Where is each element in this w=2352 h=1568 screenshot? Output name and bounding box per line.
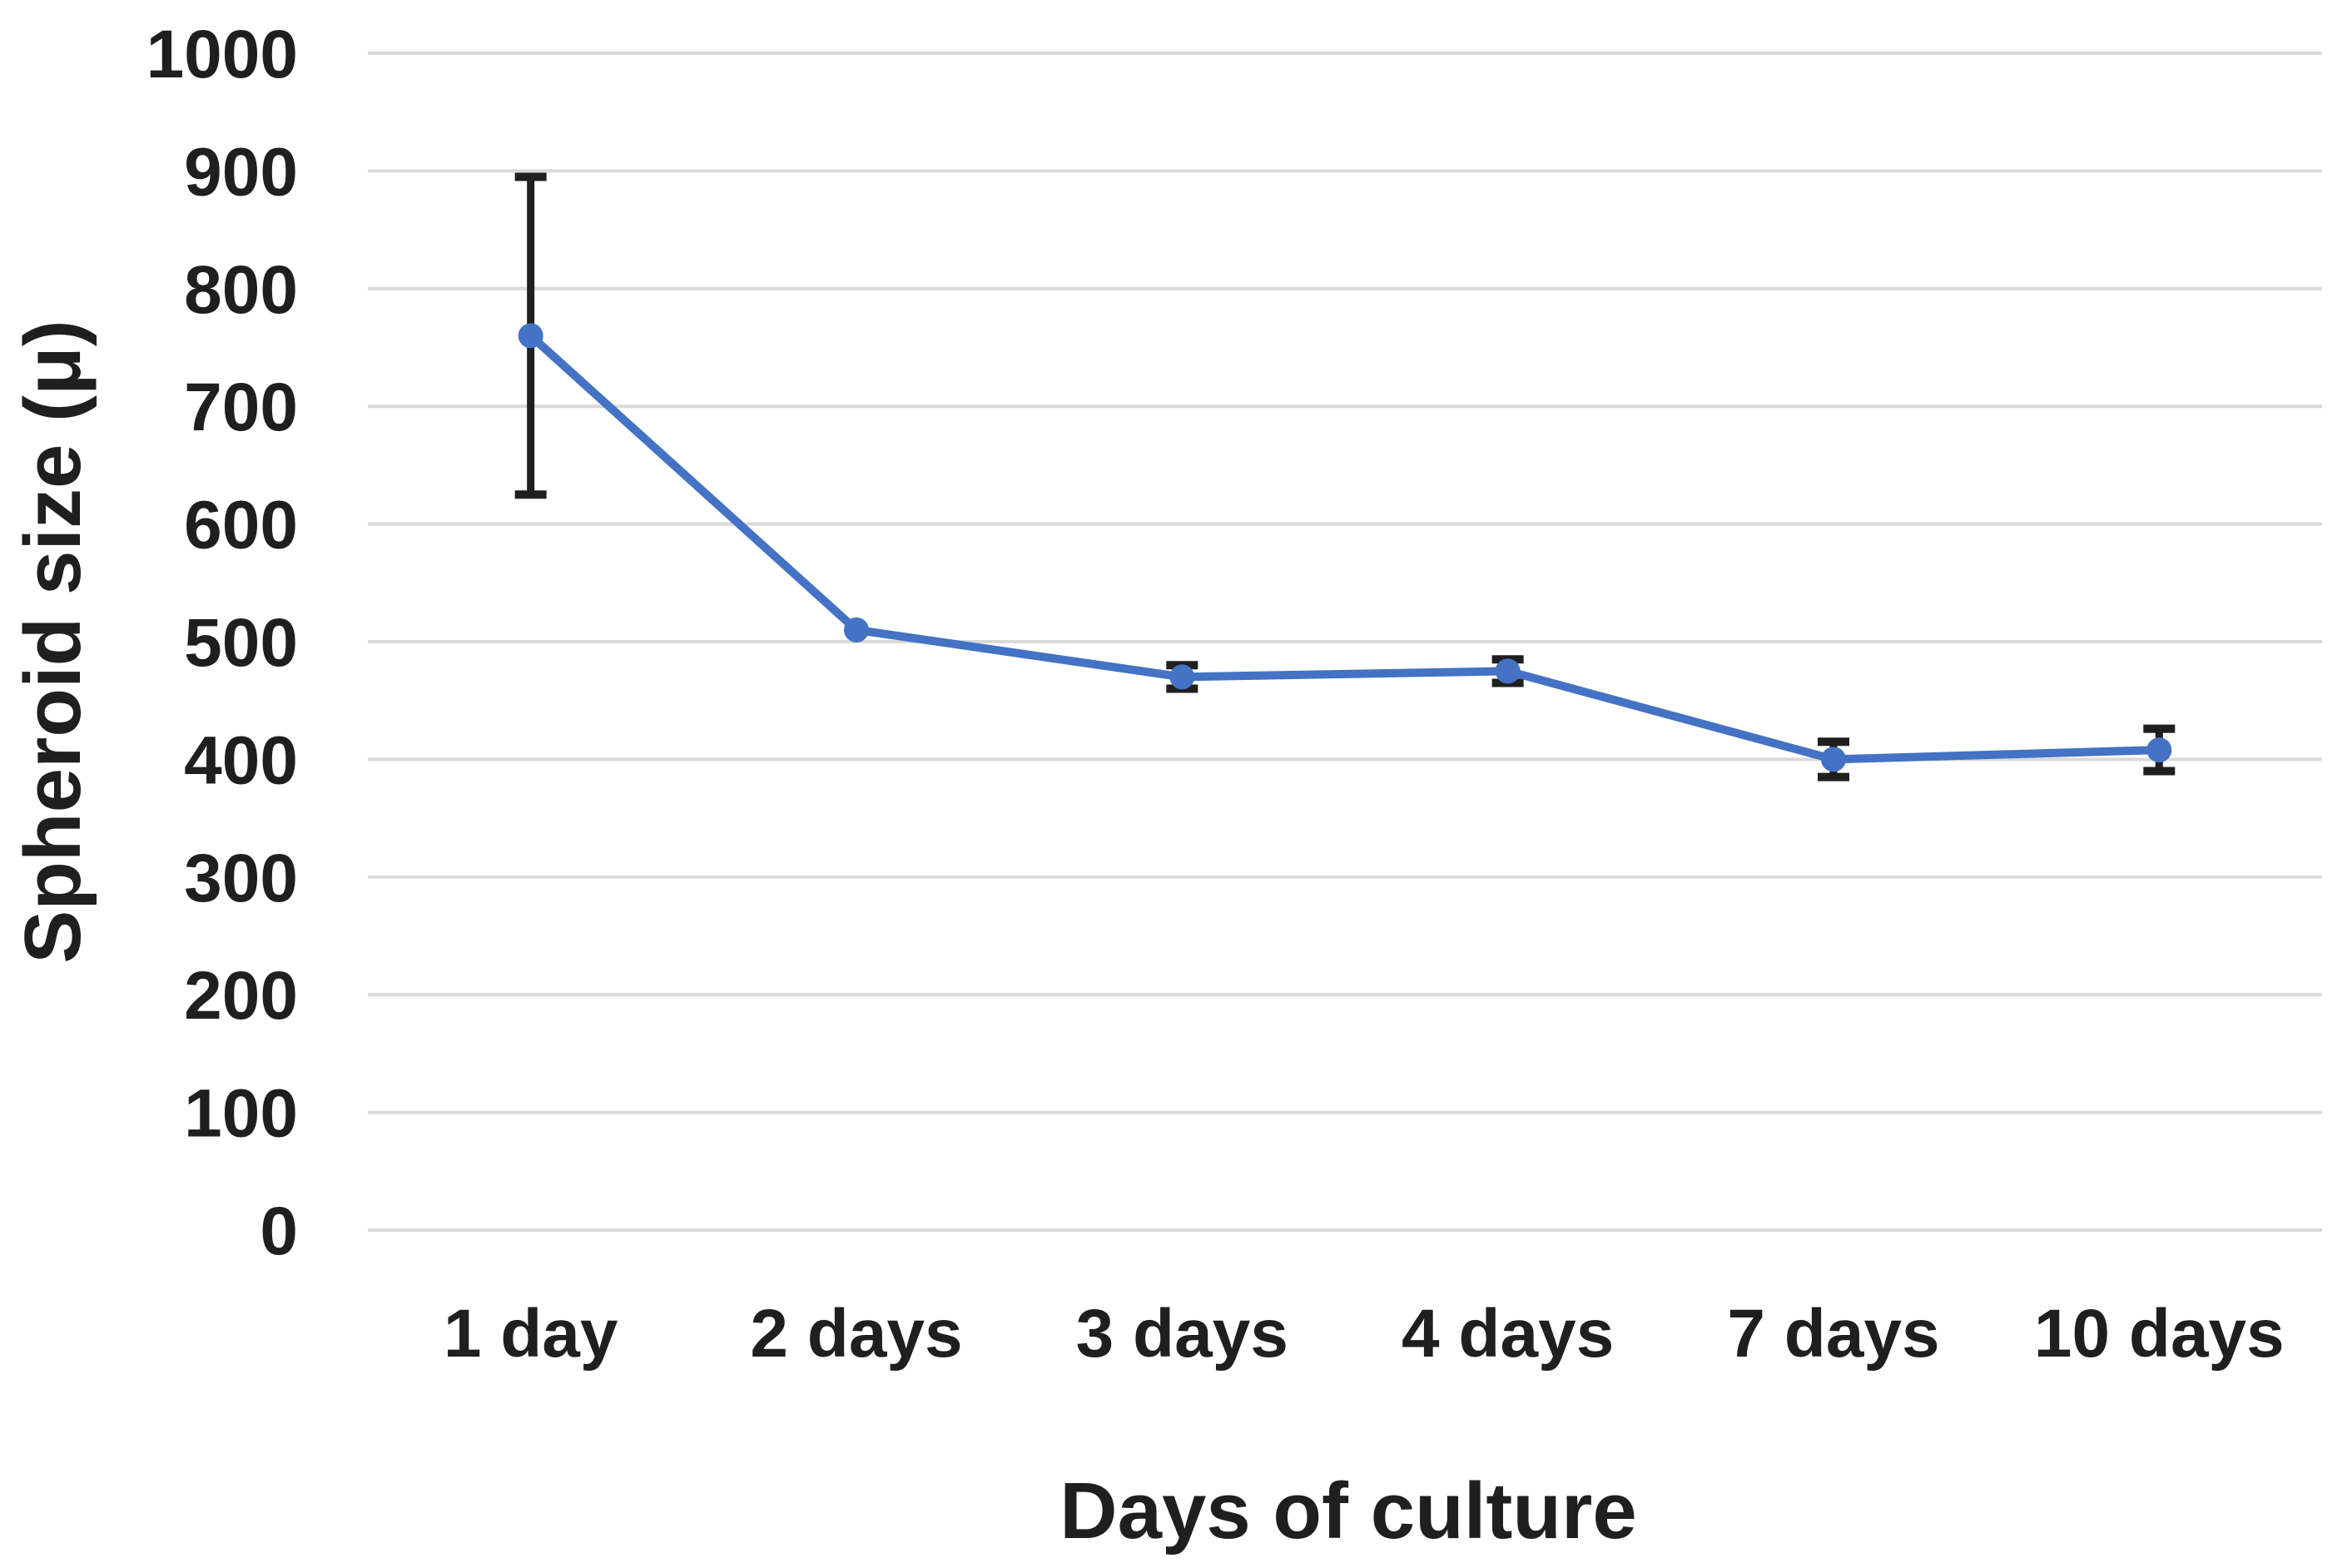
data-point-marker [518, 323, 543, 349]
x-tick-label: 10 days [2034, 1296, 2285, 1372]
y-tick-label: 500 [184, 605, 298, 681]
data-point-marker [2146, 737, 2172, 763]
y-tick-label: 1000 [146, 17, 298, 92]
x-tick-label: 4 days [1402, 1296, 1614, 1372]
y-axis-title: Spheroid size (μ) [8, 320, 97, 963]
y-tick-label: 700 [184, 370, 298, 445]
x-axis-tick-labels: 1 day 2 days 3 days 4 days 7 days 10 days [444, 1296, 2285, 1372]
y-tick-label: 900 [184, 134, 298, 210]
data-point-marker [1169, 664, 1195, 690]
x-tick-label: 7 days [1727, 1296, 1939, 1372]
y-tick-label: 200 [184, 958, 298, 1034]
data-point-marker [1821, 747, 1846, 772]
x-axis-title: Days of culture [1059, 1466, 1637, 1556]
data-point-marker [1495, 658, 1521, 684]
y-tick-label: 300 [184, 841, 298, 916]
x-tick-label: 2 days [750, 1296, 962, 1372]
y-tick-label: 100 [184, 1076, 298, 1152]
y-axis-tick-labels: 0 100 200 300 400 500 600 700 800 900 1000 [146, 17, 298, 1269]
y-tick-label: 0 [260, 1193, 298, 1269]
y-tick-label: 400 [184, 722, 298, 798]
y-tick-label: 800 [184, 252, 298, 328]
gridlines-layer [368, 52, 2322, 1232]
x-tick-label: 3 days [1076, 1296, 1288, 1372]
series-line [526, 331, 2164, 764]
x-tick-label: 1 day [444, 1296, 618, 1372]
data-point-marker [844, 617, 869, 643]
series-layer [514, 172, 2176, 782]
y-tick-label: 600 [184, 488, 298, 563]
